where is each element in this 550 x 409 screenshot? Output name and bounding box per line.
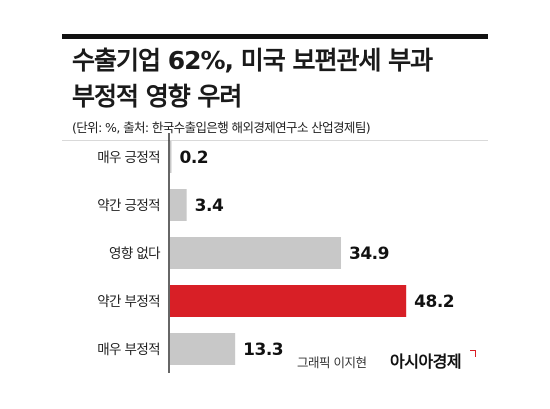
source-note: (단위: %, 출처: 한국수출입은행 해외경제연구소 산업경제팀) — [72, 120, 371, 135]
value-label: 0.2 — [180, 148, 209, 168]
graphic-credit: 그래픽 이지현 — [297, 355, 367, 370]
bar — [170, 285, 407, 317]
bar — [170, 333, 236, 365]
title-line-1: 수출기업 62%, 미국 보편관세 부과 — [72, 46, 433, 75]
bar — [170, 237, 342, 269]
value-label: 3.4 — [195, 196, 224, 216]
value-label: 34.9 — [349, 244, 389, 264]
bar — [170, 189, 187, 221]
bar — [170, 141, 172, 173]
chart-title: 수출기업 62%, 미국 보편관세 부과 부정적 영향 우려 — [72, 43, 492, 115]
category-label: 약간 부정적 — [97, 294, 160, 310]
category-label: 매우 긍정적 — [97, 150, 160, 166]
value-label: 48.2 — [414, 292, 454, 312]
value-label: 13.3 — [243, 340, 283, 360]
title-line-2: 부정적 영향 우려 — [72, 82, 242, 111]
brand-mark-icon — [470, 350, 476, 357]
chart-frame — [62, 34, 488, 375]
divider — [62, 140, 488, 141]
brand-logo: 아시아경제 — [390, 352, 462, 371]
category-label: 매우 부정적 — [97, 342, 160, 358]
category-label: 영향 없다 — [109, 246, 161, 262]
category-label: 약간 긍정적 — [97, 198, 160, 214]
